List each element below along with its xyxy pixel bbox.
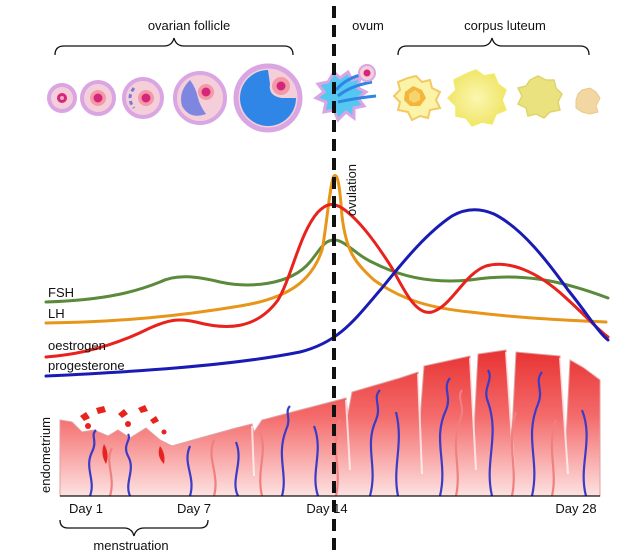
endometrium-label: endometrium — [38, 417, 53, 493]
endometrium-section — [59, 349, 601, 497]
lh-label: LH — [48, 306, 65, 321]
ovarian-follicle-label: ovarian follicle — [148, 18, 230, 33]
primordial-follicle — [47, 83, 77, 113]
ovulation-label: ovulation — [344, 164, 359, 216]
lh-curve — [44, 174, 608, 325]
day-7-label: Day 7 — [177, 501, 211, 516]
menstruation-label: menstruation — [93, 538, 168, 553]
secondary-follicle — [122, 77, 164, 119]
fsh-label: FSH — [48, 285, 74, 300]
corpus-luteum-mature — [446, 69, 507, 127]
corpus-luteum-bracket — [397, 37, 590, 56]
corpus-albicans — [575, 87, 601, 115]
menstruation-bracket — [59, 519, 209, 537]
hormone-chart — [44, 174, 610, 378]
endometrium-surface — [251, 351, 569, 477]
progesterone-label: progesterone — [48, 358, 125, 373]
follicle-row — [47, 63, 601, 133]
corpus-luteum-regressing — [516, 75, 563, 119]
day-1-label: Day 1 — [69, 501, 103, 516]
menstrual-shedding — [80, 405, 167, 464]
corpus-luteum-early — [392, 74, 442, 122]
ovum-label: ovum — [352, 18, 384, 33]
progesterone-curve — [44, 208, 610, 378]
day-14-label: Day 14 — [306, 501, 347, 516]
early-antral-follicle — [173, 71, 227, 125]
oestrogen-label: oestrogen — [48, 338, 106, 353]
ruptured-follicle — [312, 64, 377, 123]
corpus-luteum-label: corpus luteum — [464, 18, 546, 33]
primary-follicle — [80, 80, 116, 116]
oestrogen-curve — [44, 203, 610, 359]
follicle-bracket — [54, 37, 294, 56]
graafian-follicle — [233, 63, 303, 133]
spiral-arteries — [88, 369, 588, 497]
day-28-label: Day 28 — [555, 501, 596, 516]
